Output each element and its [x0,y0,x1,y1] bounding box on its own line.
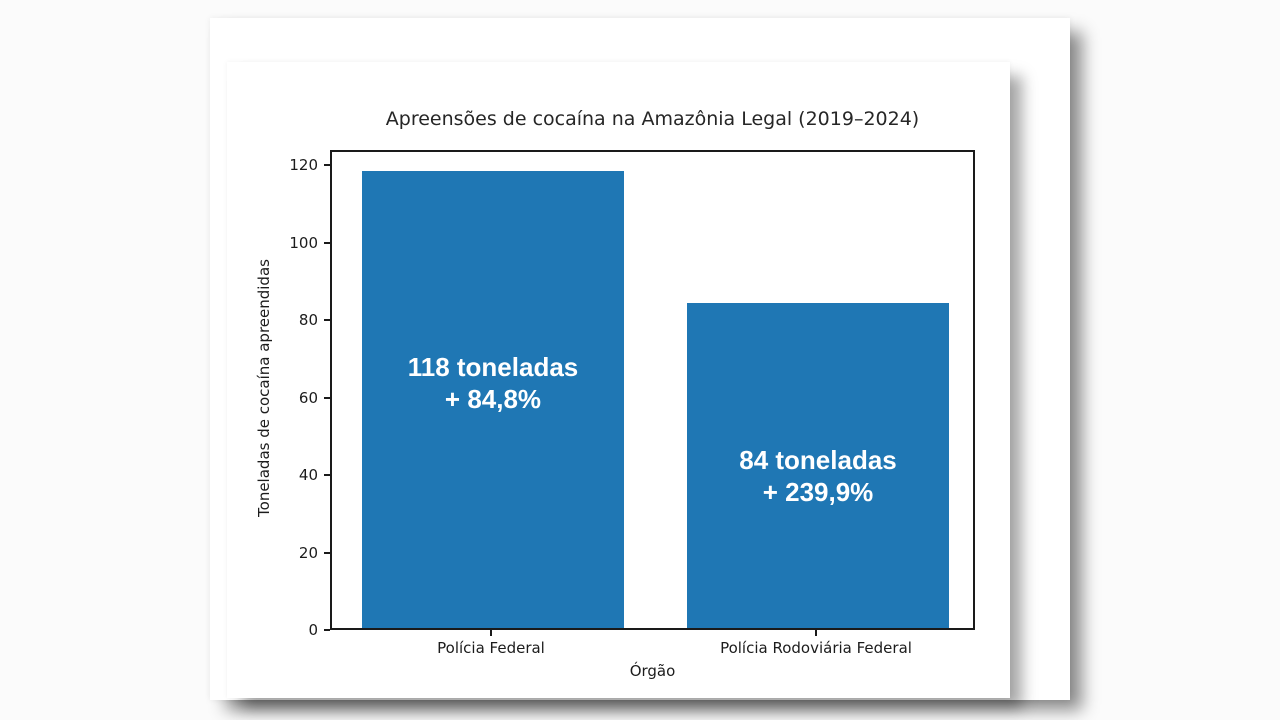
x-axis-label: Órgão [629,662,676,680]
y-tick-mark [324,551,330,554]
bar-1 [687,302,949,628]
y-tick-label: 60 [298,388,318,407]
x-tick-label-0: Polícia Federal [437,639,545,657]
y-tick-mark [324,241,330,244]
y-tick-mark [324,629,330,631]
bar-percent-line: + 84,8% [444,384,542,415]
bar-0 [362,171,624,628]
bar-value-annotation-0: 118 toneladas + 84,8% [362,351,624,415]
bar-chart-figure: Apreensões de cocaína na Amazônia Legal … [227,62,1010,698]
y-tick-label: 80 [298,311,318,330]
x-tick-mark [490,630,492,636]
bar-percent-line: + 239,9% [762,477,874,508]
y-tick-label: 20 [298,543,318,562]
y-tick-mark [324,319,330,322]
y-tick-label: 0 [308,621,318,639]
x-tick-label-1: Polícia Rodoviária Federal [720,639,912,657]
y-tick-label: 100 [289,233,318,252]
chart-card: Apreensões de cocaína na Amazônia Legal … [227,62,1010,698]
y-tick-mark [324,396,330,399]
bar-value-line: 84 toneladas [739,445,897,476]
bar-value-annotation-1: 84 toneladas + 239,9% [687,444,949,508]
chart-title: Apreensões de cocaína na Amazônia Legal … [385,108,920,130]
y-tick-mark [324,474,330,477]
document-page: Apreensões de cocaína na Amazônia Legal … [210,18,1070,700]
y-tick-mark [324,164,330,167]
y-tick-label: 40 [298,466,318,485]
x-tick-mark [815,630,817,636]
y-tick-label: 120 [289,156,318,175]
bar-value-line: 118 toneladas [407,352,579,383]
plot-area: 118 toneladas + 84,8% 84 toneladas + 239,9% [330,150,975,630]
